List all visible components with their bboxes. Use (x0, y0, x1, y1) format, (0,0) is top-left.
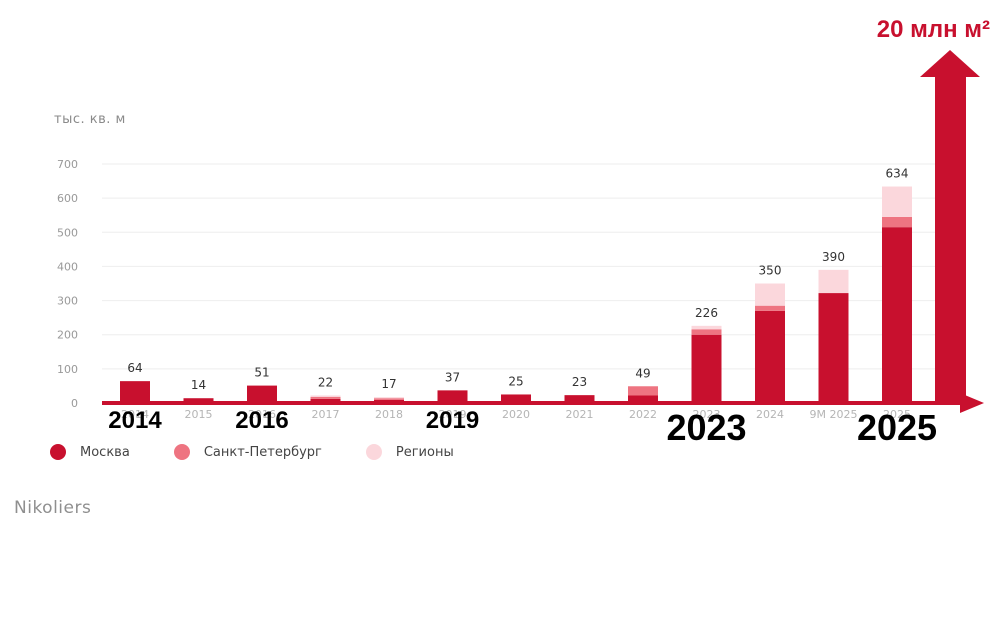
x-tick-label: 2018 (375, 408, 403, 421)
legend-swatch-moscow (50, 444, 66, 460)
bar-segment-regions (882, 186, 912, 217)
bar-segment-spb (755, 305, 785, 311)
vertical-arrow-head (920, 50, 980, 77)
y-tick-label: 0 (71, 397, 78, 410)
bar-segment-moscow (628, 395, 658, 403)
data-label: 634 (886, 167, 909, 181)
bar-segment-moscow (183, 398, 214, 403)
year-highlight-label: 2016 (235, 407, 288, 434)
x-tick-label: 2023 (693, 408, 721, 421)
data-label: 22 (318, 375, 333, 389)
bar-segment-spb (310, 396, 341, 399)
bar-segment-moscow (437, 390, 468, 403)
bar-segment-spb (628, 386, 658, 396)
bar-segment-moscow (882, 227, 912, 403)
data-label: 37 (445, 370, 460, 384)
bar-segment-regions (691, 325, 722, 330)
data-label: 23 (572, 375, 587, 389)
y-tick-label: 500 (57, 226, 78, 239)
legend-item-spb: Санкт-Петербург (173, 444, 322, 460)
bar-segment-regions (374, 397, 404, 399)
bar-segment-moscow (564, 395, 595, 403)
bar-segment-spb (374, 398, 404, 400)
legend: Москва Санкт-Петербург Регионы (50, 444, 498, 460)
x-tick-label: 2019 (439, 408, 467, 421)
x-tick-label: 2021 (566, 408, 594, 421)
bar-segment-regions (755, 283, 785, 306)
data-label: 49 (635, 366, 650, 380)
y-tick-label: 600 (57, 192, 78, 205)
legend-label-spb: Санкт-Петербург (203, 444, 322, 460)
y-tick-label: 200 (57, 329, 78, 342)
x-tick-label: 2015 (185, 408, 213, 421)
legend-item-moscow: Москва (50, 444, 130, 460)
year-highlight-label: 2025 (857, 407, 937, 448)
source-label: Nikoliers (14, 498, 92, 518)
bar-segment-moscow (755, 310, 785, 403)
data-label: 64 (127, 361, 142, 375)
legend-label-moscow: Москва (80, 444, 130, 460)
x-tick-label: 9М 2025 (810, 408, 858, 421)
year-highlight-label: 2019 (426, 407, 479, 434)
data-label: 226 (695, 306, 718, 320)
bar-segment-regions (310, 395, 341, 397)
bar-segment-regions (818, 269, 849, 294)
y-tick-label: 400 (57, 260, 78, 273)
bar-segment-moscow (120, 381, 150, 403)
data-label: 390 (822, 250, 845, 264)
legend-label-regions: Регионы (395, 444, 454, 460)
y-tick-label: 700 (57, 158, 78, 171)
data-label: 14 (191, 378, 206, 392)
legend-item-regions: Регионы (365, 444, 454, 460)
unit-label: тыс. кв. м (54, 112, 126, 127)
x-tick-label: 2020 (502, 408, 530, 421)
data-label: 51 (254, 366, 269, 380)
y-tick-label: 100 (57, 363, 78, 376)
bar-segment-spb (691, 329, 722, 335)
x-tick-label: 2022 (629, 408, 657, 421)
data-label: 17 (381, 377, 396, 391)
bar-segment-moscow (310, 398, 341, 403)
x-tick-label: 2014 (121, 408, 149, 421)
target-label: 20 млн м² (876, 16, 990, 43)
data-label: 350 (759, 264, 782, 278)
data-label: 25 (508, 374, 523, 388)
x-tick-label: 2025 (883, 408, 911, 421)
y-tick-label: 300 (57, 295, 78, 308)
legend-swatch-spb (173, 444, 190, 460)
bar-segment-moscow (818, 293, 849, 403)
bar-segment-moscow (691, 334, 722, 403)
bar-segment-spb (882, 216, 912, 228)
x-tick-label: 2024 (756, 408, 784, 421)
legend-swatch-regions (365, 444, 382, 460)
x-tick-label: 2016 (248, 408, 276, 421)
bar-segment-moscow (247, 385, 277, 403)
vertical-arrow-shaft (935, 76, 966, 403)
bar-segment-moscow (501, 394, 531, 403)
year-highlight-label: 2023 (666, 407, 746, 448)
x-tick-label: 2017 (312, 408, 340, 421)
year-highlight-label: 2014 (108, 407, 162, 434)
